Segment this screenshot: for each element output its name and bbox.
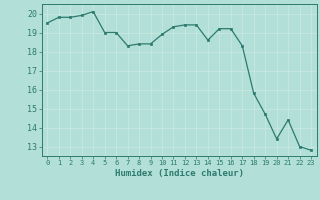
X-axis label: Humidex (Indice chaleur): Humidex (Indice chaleur) [115,169,244,178]
